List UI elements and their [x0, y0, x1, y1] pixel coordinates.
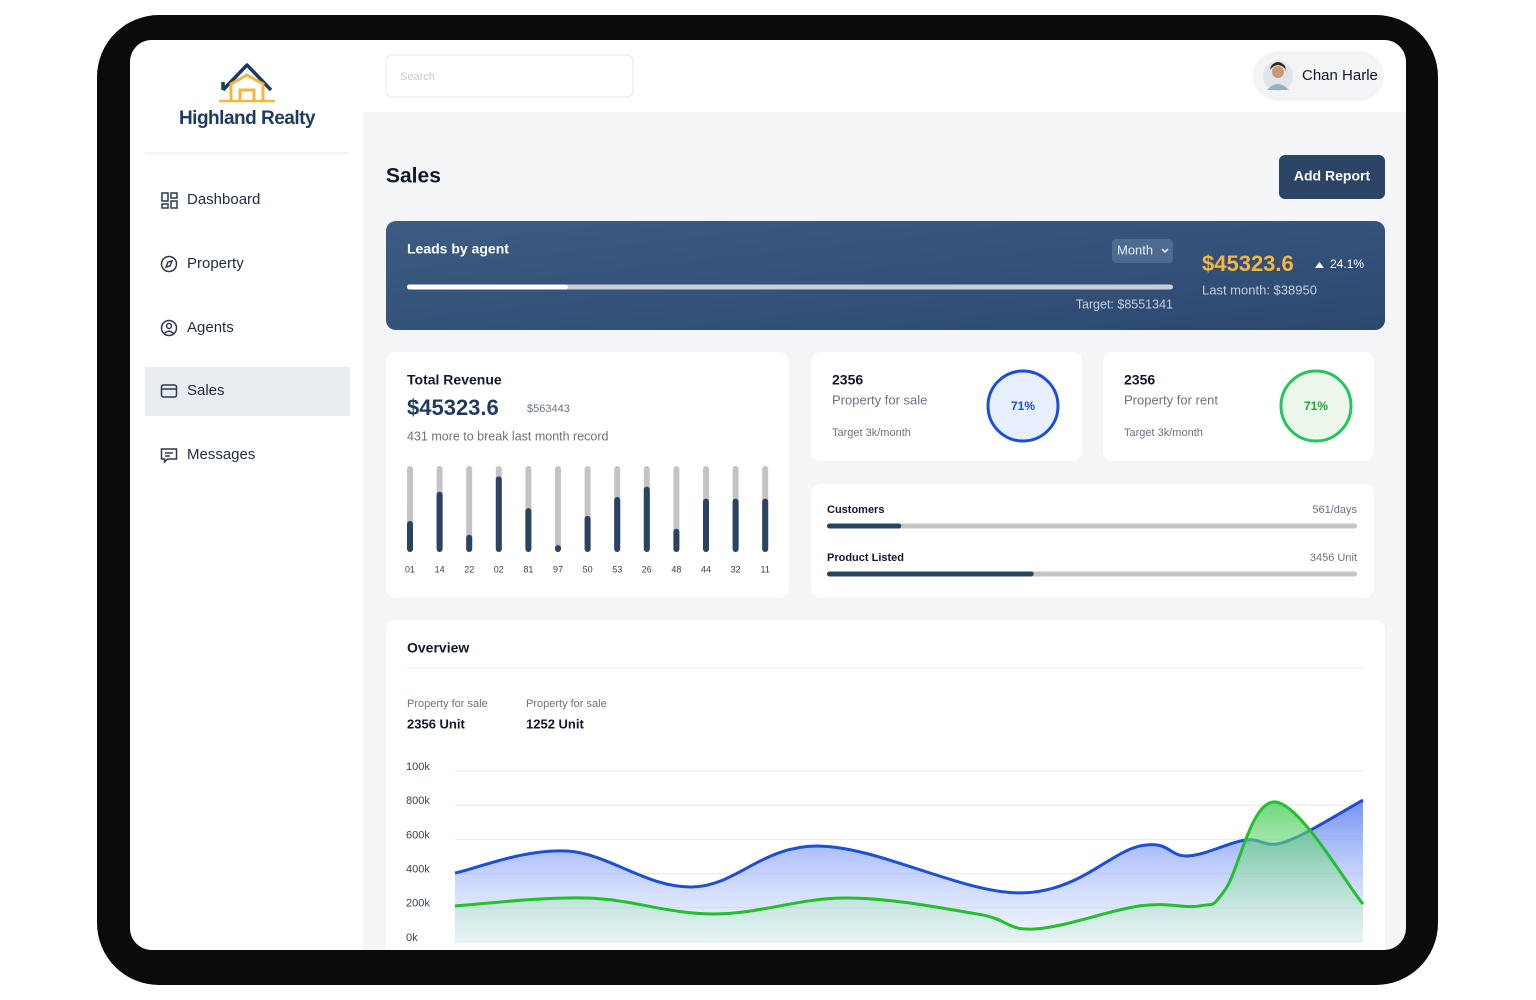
card-count: 2356 [1124, 372, 1155, 388]
percent-ring [1279, 369, 1353, 443]
leads-target: Target: $8551341 [1076, 297, 1173, 311]
nav-item[interactable]: Messages [187, 446, 255, 463]
active-nav-bg [145, 367, 350, 416]
x-tick-label: 22 [464, 564, 474, 574]
y-tick-label: 800k [406, 795, 430, 807]
bar [673, 528, 680, 552]
stat-label: Product Listed [827, 552, 904, 564]
stats-card [811, 484, 1374, 598]
overview-item-label: Property for sale [526, 698, 607, 710]
x-tick-label: 01 [405, 564, 415, 574]
card-target: Target 3k/month [832, 427, 911, 439]
x-tick-label: 11 [761, 564, 770, 574]
nav-icons [160, 192, 178, 464]
x-tick-label: 02 [494, 564, 504, 574]
bar [525, 508, 532, 552]
x-tick-label: 32 [731, 564, 741, 574]
nav-item[interactable]: Dashboard [187, 191, 260, 208]
leads-progress-fill [407, 284, 568, 290]
page-title: Sales [386, 165, 441, 188]
stat-value: 561/days [1312, 504, 1357, 516]
x-tick-label: 44 [701, 564, 711, 574]
bar [762, 498, 769, 552]
stat-progress-track [827, 523, 1357, 529]
nav-item[interactable]: Sales [187, 382, 225, 399]
chevron [1161, 248, 1169, 253]
stat-progress-fill [827, 571, 1034, 577]
bar-track [555, 466, 561, 552]
card-target: Target 3k/month [1124, 427, 1203, 439]
user-name: Chan Harle [1302, 67, 1378, 84]
bar [732, 498, 739, 552]
x-tick-label: 14 [435, 564, 445, 574]
stat-value: 3456 Unit [1310, 552, 1357, 564]
percent-label: 71% [1304, 399, 1328, 413]
leads-amount: $45323.6 [1202, 251, 1294, 276]
leads-change: 24.1% [1330, 257, 1364, 271]
nav-item[interactable]: Agents [187, 319, 234, 336]
bar [407, 521, 413, 552]
nav-item[interactable]: Property [187, 255, 244, 272]
bar [643, 486, 650, 552]
search-placeholder: Search [400, 71, 435, 83]
series-line [454, 800, 1365, 931]
period-select[interactable] [1112, 239, 1173, 263]
bar [436, 491, 443, 552]
banner-title: Leads by agent [407, 241, 509, 257]
search-box[interactable] [385, 54, 634, 98]
y-tick-label: 600k [406, 829, 430, 841]
x-tick-label: 97 [553, 564, 563, 574]
x-tick-label: 26 [642, 564, 652, 574]
overview-item-label: Property for sale [407, 698, 488, 710]
x-tick-label: 50 [583, 564, 593, 574]
period-label: Month [1117, 242, 1153, 257]
bar [614, 496, 621, 552]
x-tick-label: 48 [671, 564, 681, 574]
percent-ring [986, 369, 1060, 443]
bar-track [466, 466, 473, 552]
y-tick-label: 400k [406, 864, 430, 876]
x-tick-label: 53 [612, 564, 622, 574]
up-arrow [1315, 262, 1324, 268]
y-tick-label: 200k [406, 898, 430, 910]
percent-label: 71% [1011, 399, 1035, 413]
button-label: Add Report [1294, 168, 1371, 184]
overview-item-value: 2356 Unit [407, 716, 465, 731]
leads-progress-track [407, 284, 1173, 290]
revenue-note: 431 more to break last month record [407, 429, 609, 443]
card-label: Property for sale [832, 392, 927, 407]
y-tick-label: 0k [406, 932, 418, 944]
card-count: 2356 [832, 372, 863, 388]
logo-icon [219, 63, 275, 103]
overview-item-value: 1252 Unit [526, 716, 584, 731]
bar [703, 498, 709, 552]
stat-progress-fill [827, 523, 902, 529]
bar [555, 545, 561, 552]
stat-label: Customers [827, 504, 884, 516]
leads-last-month: Last month: $38950 [1202, 282, 1317, 297]
revenue-sub: $563443 [527, 403, 570, 415]
add-report-button[interactable] [1279, 155, 1385, 199]
card-label: Property for rent [1124, 392, 1218, 407]
revenue-title: Total Revenue [407, 372, 502, 388]
revenue-amount: $45323.6 [407, 395, 499, 420]
sidebar [130, 40, 363, 950]
bar [495, 476, 502, 552]
y-tick-label: 100k [406, 761, 430, 773]
overview-title: Overview [407, 640, 469, 656]
avatar [1263, 61, 1293, 91]
bar [466, 534, 473, 552]
x-tick-label: 81 [523, 564, 533, 574]
bar [584, 515, 591, 552]
brand-name: Highland Realty [179, 108, 316, 129]
